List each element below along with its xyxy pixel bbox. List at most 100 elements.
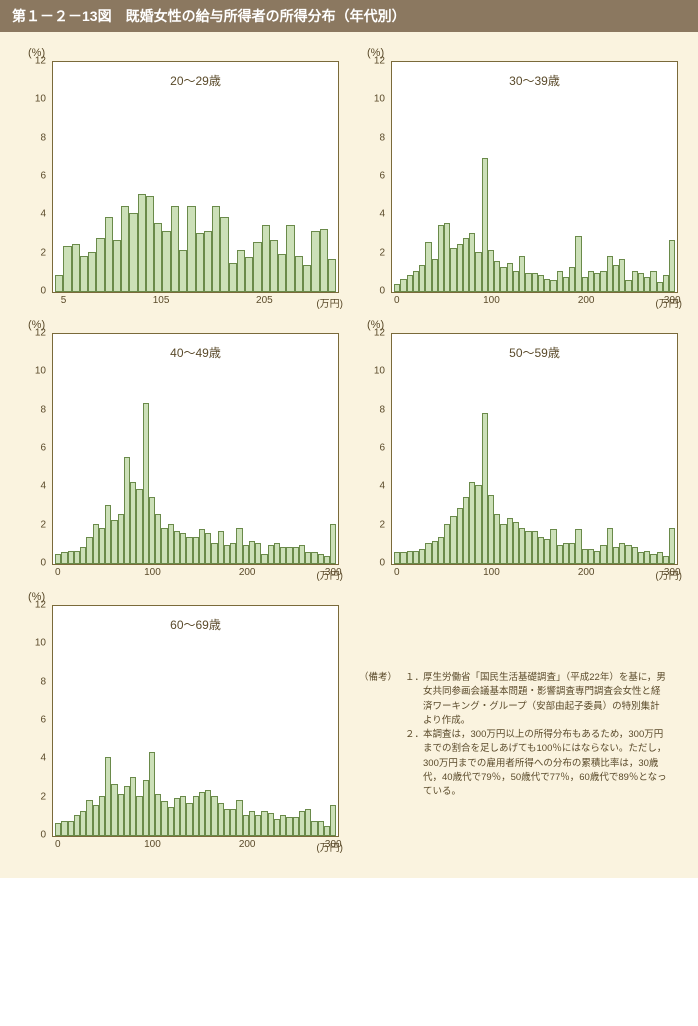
histogram-bar: [196, 233, 204, 293]
y-axis-unit: (%): [28, 591, 339, 603]
y-tick-label: 8: [40, 132, 46, 143]
histogram-bar: [220, 217, 228, 292]
y-tick-label: 6: [40, 171, 46, 182]
y-tick-label: 4: [40, 209, 46, 220]
y-axis-unit: (%): [28, 319, 339, 331]
histogram-bar: [669, 528, 675, 565]
histogram-bar: [204, 231, 212, 292]
bars-container: [392, 62, 677, 292]
y-tick-label: 10: [374, 366, 385, 377]
chart-subtitle: 30〜39歳: [509, 72, 560, 89]
chart-panel: (%)02468101260〜69歳0100200300(万円): [20, 591, 339, 853]
x-tick-label: 200: [578, 295, 595, 306]
histogram-bar: [154, 223, 162, 292]
notes-text-block: （備考）１．厚生労働省「国民生活基礎調査」（平成22年）を基に，男女共同参画会議…: [359, 591, 678, 799]
histogram-bar: [237, 250, 245, 292]
histogram-bar: [63, 246, 71, 292]
chart-panel: (%)02468101230〜39歳0100200300(万円): [359, 47, 678, 309]
histogram-bar: [669, 240, 675, 292]
histogram-bar: [162, 231, 170, 292]
histogram-bar: [229, 263, 237, 292]
y-tick-label: 4: [40, 753, 46, 764]
y-tick-label: 4: [40, 481, 46, 492]
y-tick-label: 12: [35, 328, 46, 339]
histogram-bar: [270, 240, 278, 292]
chart-panel: (%)02468101220〜29歳5105205(万円): [20, 47, 339, 309]
histogram-bar: [262, 225, 270, 292]
histogram-bar: [286, 225, 294, 292]
x-axis-unit: (万円): [655, 295, 682, 310]
x-axis-unit: (万円): [316, 839, 343, 854]
x-tick-label: 105: [153, 295, 170, 306]
chart-plot-area: 60〜69歳: [52, 605, 339, 837]
figure-title-bar: 第１－２－13図 既婚女性の給与所得者の所得分布（年代別）: [0, 0, 698, 32]
notes-row: ２．本調査は，300万円以上の所得分布もあるため，300万円までの割合を足しあげ…: [359, 728, 668, 799]
histogram-bar: [72, 244, 80, 292]
y-tick-label: 8: [379, 404, 385, 415]
histogram-bar: [303, 265, 311, 292]
notes-label: （備考）: [359, 671, 405, 728]
chart-panel: (%)02468101250〜59歳0100200300(万円): [359, 319, 678, 581]
page-container: 第１－２－13図 既婚女性の給与所得者の所得分布（年代別） (%)0246810…: [0, 0, 698, 878]
x-axis-ticks: 5105205(万円): [52, 293, 339, 309]
x-tick-label: 0: [55, 567, 61, 578]
y-tick-label: 6: [40, 443, 46, 454]
y-tick-label: 10: [35, 366, 46, 377]
y-tick-label: 6: [379, 443, 385, 454]
histogram-bar: [171, 206, 179, 292]
chart-plot-area: 50〜59歳: [391, 333, 678, 565]
chart-panel: (%)02468101240〜49歳0100200300(万円): [20, 319, 339, 581]
x-axis-ticks: 0100200300(万円): [391, 565, 678, 581]
chart-plot-area: 20〜29歳: [52, 61, 339, 293]
x-axis-ticks: 0100200300(万円): [52, 837, 339, 853]
x-tick-label: 100: [483, 295, 500, 306]
figure-title: 第１－２－13図 既婚女性の給与所得者の所得分布（年代別）: [12, 8, 406, 24]
chart-plot-area: 40〜49歳: [52, 333, 339, 565]
x-axis-ticks: 0100200300(万円): [52, 565, 339, 581]
histogram-bar: [330, 524, 336, 564]
y-tick-label: 4: [379, 209, 385, 220]
histogram-bar: [295, 256, 303, 293]
histogram-bar: [146, 196, 154, 292]
histogram-bar: [330, 805, 336, 836]
y-tick-label: 2: [40, 519, 46, 530]
x-tick-label: 205: [256, 295, 273, 306]
x-tick-label: 200: [578, 567, 595, 578]
histogram-bar: [88, 252, 96, 292]
chart-subtitle: 60〜69歳: [170, 616, 221, 633]
x-axis-ticks: 0100200300(万円): [391, 293, 678, 309]
histogram-bar: [278, 254, 286, 292]
y-tick-label: 2: [40, 791, 46, 802]
notes-item-number: １．: [405, 671, 423, 728]
x-tick-label: 5: [61, 295, 67, 306]
x-tick-label: 200: [239, 567, 256, 578]
histogram-bar: [328, 259, 336, 292]
y-axis-ticks: 024681012: [359, 333, 387, 565]
histogram-bar: [311, 231, 319, 292]
x-tick-label: 100: [144, 839, 161, 850]
notes-item-number: ２．: [405, 728, 423, 799]
y-tick-label: 12: [374, 56, 385, 67]
y-tick-label: 12: [374, 328, 385, 339]
y-axis-ticks: 024681012: [20, 605, 48, 837]
y-axis-unit: (%): [28, 47, 339, 59]
charts-grid: (%)02468101220〜29歳5105205(万円)(%)02468101…: [0, 32, 698, 858]
x-axis-unit: (万円): [316, 295, 343, 310]
y-tick-label: 8: [379, 132, 385, 143]
y-axis-ticks: 024681012: [359, 61, 387, 293]
x-axis-unit: (万円): [655, 567, 682, 582]
y-tick-label: 12: [35, 56, 46, 67]
y-tick-label: 2: [40, 247, 46, 258]
notes-item-text: 本調査は，300万円以上の所得分布もあるため，300万円までの割合を足しあげても…: [423, 728, 668, 799]
x-axis-unit: (万円): [316, 567, 343, 582]
chart-subtitle: 40〜49歳: [170, 344, 221, 361]
notes-row: （備考）１．厚生労働省「国民生活基礎調査」（平成22年）を基に，男女共同参画会議…: [359, 671, 668, 728]
histogram-bar: [96, 238, 104, 292]
histogram-bar: [121, 206, 129, 292]
histogram-bar: [245, 257, 253, 292]
histogram-bar: [113, 240, 121, 292]
chart-plot-area: 30〜39歳: [391, 61, 678, 293]
histogram-bar: [179, 250, 187, 292]
bars-container: [392, 334, 677, 564]
histogram-bar: [80, 256, 88, 293]
